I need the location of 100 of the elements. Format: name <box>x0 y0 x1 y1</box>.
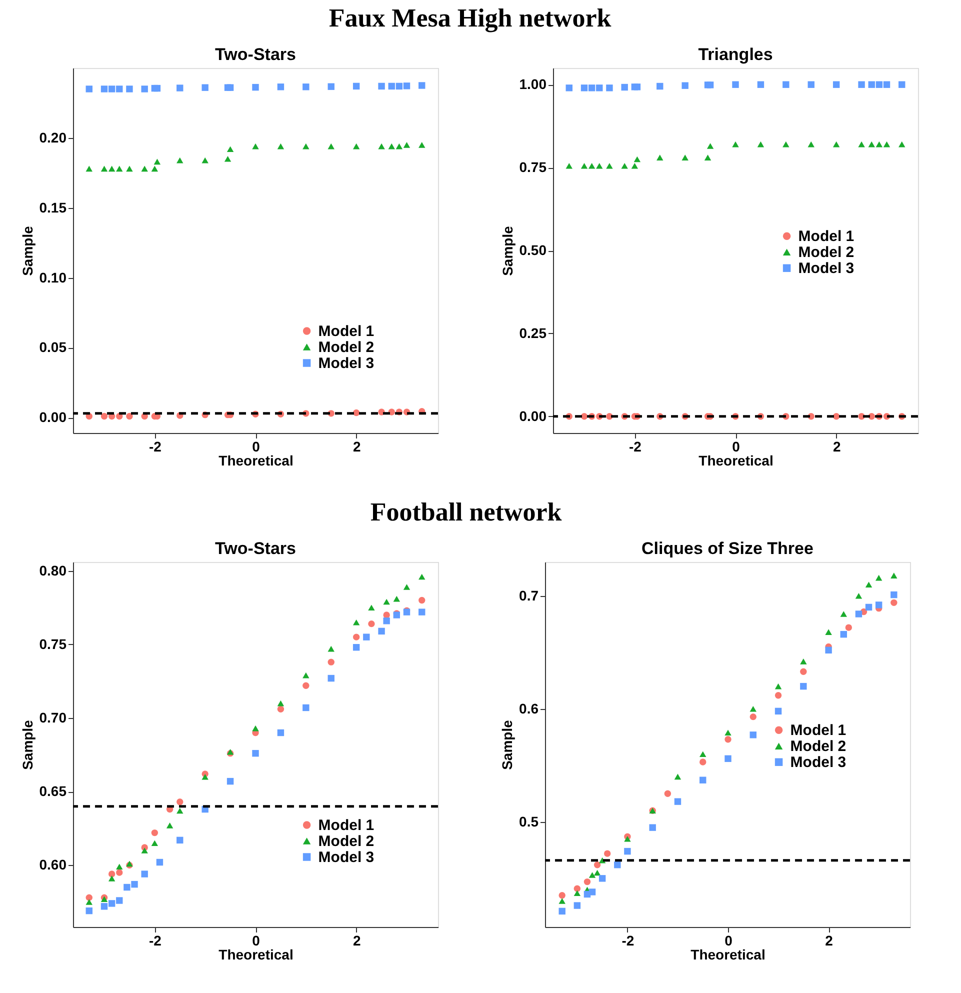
text: Football network <box>370 498 562 526</box>
y-tick-label: 0.50 <box>519 242 547 258</box>
point <box>418 82 426 89</box>
point <box>393 596 400 602</box>
point <box>868 141 875 148</box>
point <box>277 143 284 150</box>
point <box>302 84 310 90</box>
point <box>634 156 641 162</box>
point <box>368 604 375 611</box>
point <box>100 166 108 172</box>
point <box>580 162 588 169</box>
point <box>558 892 566 899</box>
point <box>832 81 840 88</box>
y-tick-label: 0.7 <box>519 587 539 604</box>
legend-label: Model 1 <box>798 228 854 246</box>
point <box>890 572 898 578</box>
point <box>840 611 847 617</box>
point <box>580 84 588 92</box>
point <box>418 574 426 580</box>
point <box>558 908 566 915</box>
point <box>624 836 631 842</box>
point <box>151 166 158 172</box>
point <box>86 86 92 92</box>
point <box>302 704 310 712</box>
point <box>840 630 847 638</box>
y-tick-label: 0.05 <box>39 339 67 356</box>
point <box>808 141 814 148</box>
y-tick-label: 0.5 <box>519 813 539 830</box>
point <box>724 755 732 762</box>
point <box>126 412 133 420</box>
point <box>596 162 603 169</box>
point <box>100 903 108 910</box>
legend-label: Model 3 <box>798 260 854 278</box>
point <box>558 898 566 904</box>
point <box>202 157 208 164</box>
point <box>328 658 334 666</box>
legend-label: Model 3 <box>318 355 374 372</box>
point <box>614 861 621 868</box>
point <box>598 875 606 882</box>
point <box>108 166 116 172</box>
point <box>86 907 92 914</box>
point <box>621 162 628 169</box>
point <box>226 778 234 785</box>
point <box>388 143 395 150</box>
point <box>724 736 732 743</box>
point <box>875 574 882 581</box>
point <box>277 729 284 736</box>
y-axis-title: Sample <box>19 226 36 276</box>
x-axis-title: Theoretical <box>218 946 294 962</box>
point <box>890 599 898 606</box>
legend-label: Model 3 <box>790 754 846 772</box>
x-axis-title: Theoretical <box>698 452 774 468</box>
point <box>682 82 688 89</box>
point <box>594 870 601 876</box>
point <box>100 86 108 92</box>
point <box>352 644 360 651</box>
point <box>634 84 641 90</box>
point <box>100 412 108 420</box>
point <box>328 143 334 150</box>
point <box>403 584 410 590</box>
point <box>875 602 882 608</box>
y-axis-title: Sample <box>499 720 516 770</box>
legend-label: Model 1 <box>318 323 374 340</box>
point <box>418 608 426 616</box>
point <box>876 81 883 88</box>
x-tick-label: -2 <box>148 932 162 948</box>
point <box>224 156 232 162</box>
point <box>403 142 410 148</box>
point <box>800 682 807 690</box>
point <box>584 878 591 886</box>
point <box>774 692 782 699</box>
point <box>378 143 385 150</box>
point <box>782 81 790 88</box>
point <box>706 143 714 149</box>
point <box>724 730 732 736</box>
point <box>418 596 426 604</box>
point <box>252 750 259 757</box>
point <box>682 154 688 160</box>
chart-title: Triangles <box>698 45 773 64</box>
point <box>800 658 807 664</box>
text: Faux Mesa High network <box>328 4 612 32</box>
point <box>621 84 628 91</box>
point <box>141 848 148 854</box>
point <box>154 84 161 92</box>
point <box>328 646 334 652</box>
point <box>176 157 184 164</box>
x-tick-label: 0 <box>732 438 740 454</box>
point <box>154 158 161 165</box>
point <box>418 142 426 148</box>
point <box>252 84 259 91</box>
point <box>328 674 334 682</box>
legend-label: Model 2 <box>790 738 846 756</box>
point <box>388 82 395 90</box>
point <box>108 876 116 882</box>
point <box>226 146 234 152</box>
point <box>302 143 310 150</box>
chart-title: Two-Stars <box>215 45 296 64</box>
point <box>252 143 259 150</box>
point <box>606 84 613 92</box>
point <box>116 897 123 904</box>
